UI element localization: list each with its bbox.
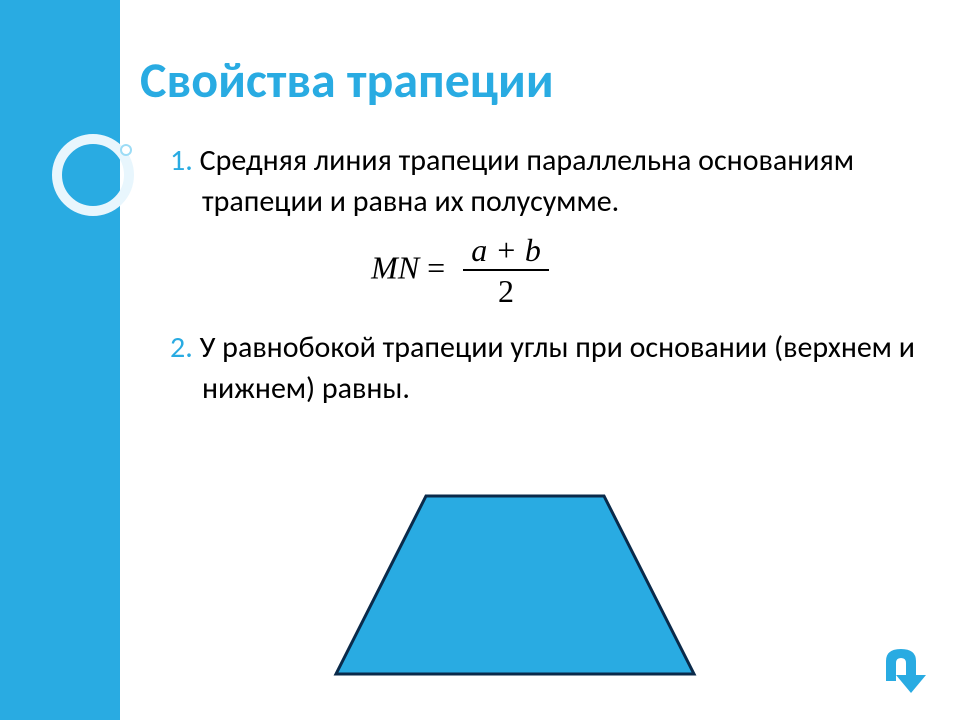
item-text: У равнобокой трапеции углы при основании… — [200, 329, 915, 407]
back-button[interactable] — [870, 643, 932, 698]
sidebar-accent-bar — [0, 0, 120, 720]
property-item-1: 1. Средняя линия трапеции параллельна ос… — [140, 141, 940, 222]
formula-lhs: MN — [371, 249, 419, 285]
slide-content: Свойства трапеции 1. Средняя линия трапе… — [140, 50, 940, 419]
formula-numerator: a + b — [463, 232, 549, 271]
formula-eq: = — [419, 249, 453, 285]
u-turn-arrow-icon — [870, 643, 932, 698]
midsegment-formula: MN = a + b2 — [140, 232, 940, 310]
trapezoid-figure — [330, 490, 700, 680]
decorative-circles — [48, 130, 138, 220]
page-title: Свойства трапеции — [140, 50, 940, 111]
formula-denominator: 2 — [463, 271, 549, 310]
property-item-2: 2. У равнобокой трапеции углы при основа… — [140, 328, 940, 409]
formula-fraction: a + b2 — [463, 232, 549, 310]
item-text: Средняя линия трапеции параллельна основ… — [200, 142, 854, 220]
item-number: 2. — [170, 329, 193, 366]
item-number: 1. — [170, 142, 193, 179]
